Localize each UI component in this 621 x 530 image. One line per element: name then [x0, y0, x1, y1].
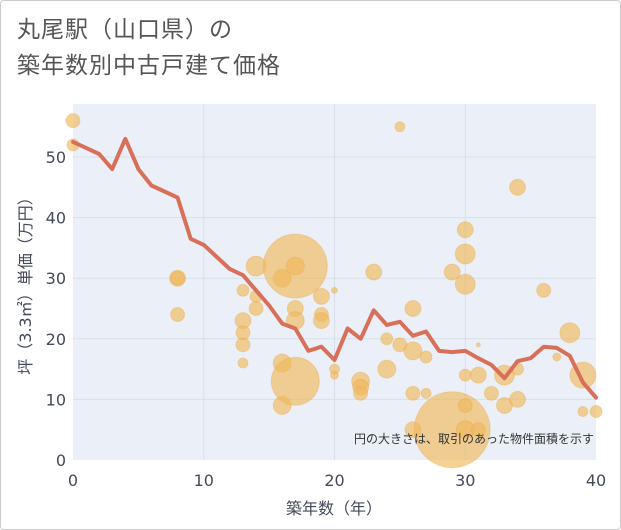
bubble: [237, 357, 249, 369]
bubble: [559, 322, 581, 344]
x-tick-label: 30: [455, 471, 475, 490]
bubble-size-note: 円の大きさは、取引のあった物件面積を示す: [354, 431, 594, 446]
bubble: [331, 286, 338, 294]
bubble: [405, 385, 421, 401]
y-tick-label: 40: [46, 209, 66, 228]
bubble: [509, 178, 527, 196]
bubble: [403, 341, 423, 361]
bubble: [248, 301, 264, 316]
bubble: [377, 359, 397, 379]
bubble: [312, 312, 330, 330]
bubble: [236, 283, 250, 297]
bubble: [312, 287, 330, 305]
bubble: [404, 300, 422, 317]
x-tick-label: 40: [586, 471, 606, 490]
x-tick-label: 20: [324, 471, 344, 490]
x-axis-title: 築年数（年）: [286, 499, 382, 518]
bubble: [536, 282, 552, 298]
bubble: [509, 390, 527, 408]
y-tick-label: 0: [56, 451, 66, 470]
y-tick-label: 50: [46, 148, 66, 167]
bubble: [285, 256, 305, 276]
bubble: [470, 422, 486, 438]
bubble: [456, 221, 474, 239]
bubble: [65, 113, 81, 129]
bubble: [170, 270, 186, 286]
bubble: [475, 342, 481, 348]
bubble: [419, 350, 433, 364]
bubble: [420, 387, 432, 399]
bubble: [270, 356, 320, 406]
chart-title-line-2: 築年数別中古戸建て価格: [17, 53, 281, 79]
x-tick-label: 10: [194, 471, 214, 490]
bubble: [353, 385, 369, 401]
bubble: [170, 307, 186, 323]
y-tick-labels: 0 10 20 30 40 50: [46, 148, 66, 470]
bubble: [235, 337, 251, 353]
x-tick-label: 0: [68, 471, 78, 490]
x-tick-labels: 0 10 20 30 40: [68, 471, 606, 490]
bubble: [394, 121, 406, 133]
bubble: [380, 332, 394, 346]
chart-title: 丸尾駅（山口県）の 築年数別中古戸建て価格: [17, 12, 281, 84]
bubble: [483, 385, 499, 401]
bubble: [457, 397, 473, 413]
bubble: [552, 352, 562, 362]
y-axis-title: 坪（3.3㎡）単価（万円）: [16, 189, 35, 374]
chart-title-line-1: 丸尾駅（山口県）の: [17, 17, 233, 43]
trend-line: [71, 136, 598, 400]
bubble: [469, 366, 487, 384]
bubble: [365, 263, 383, 281]
bubble: [454, 273, 476, 295]
bubble: [589, 405, 603, 419]
bubble: [413, 391, 491, 469]
y-tick-label: 20: [46, 330, 66, 349]
bubble: [330, 370, 339, 380]
bubble: [577, 406, 589, 418]
y-tick-label: 10: [46, 390, 66, 409]
y-tick-label: 30: [46, 269, 66, 288]
bubble: [458, 368, 472, 382]
bubble: [443, 263, 461, 281]
bubble: [454, 243, 476, 265]
